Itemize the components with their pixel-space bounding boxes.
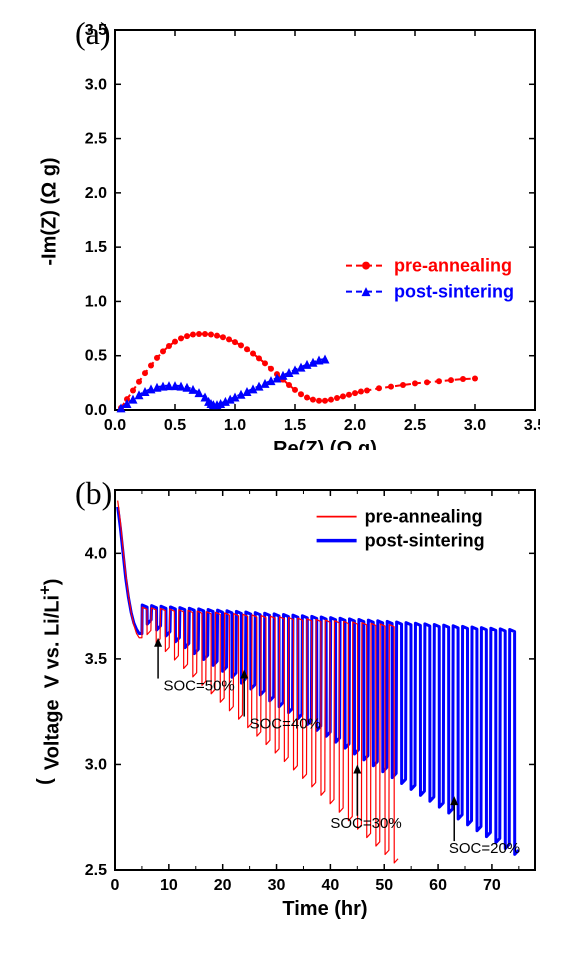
svg-text:pre-annealing: pre-annealing (394, 256, 512, 276)
svg-text:0: 0 (111, 877, 120, 894)
svg-text:SOC=40%: SOC=40% (250, 716, 321, 733)
svg-text:Re(Z) (Ω g): Re(Z) (Ω g) (273, 438, 377, 450)
svg-text:0.0: 0.0 (85, 402, 107, 419)
svg-text:pre-annealing: pre-annealing (365, 507, 483, 527)
svg-text:0.5: 0.5 (164, 417, 186, 434)
svg-text:20: 20 (214, 877, 232, 894)
panel-a-label: (a) (75, 15, 111, 52)
svg-text:3.5: 3.5 (85, 651, 107, 668)
ylabel-text: Voltage V vs. Li/Li (41, 595, 63, 770)
svg-text:4.0: 4.0 (85, 545, 107, 562)
ylabel-paren: ) (41, 579, 63, 586)
panel-a-ylabel: -Im(Z) (Ω g) (39, 112, 62, 312)
svg-text:3.5: 3.5 (524, 417, 540, 434)
panel-b-ylabel-paren-open: ( (34, 778, 57, 785)
svg-text:post-sintering: post-sintering (394, 282, 514, 302)
svg-text:1.5: 1.5 (85, 239, 107, 256)
figure-container: (a) -Im(Z) (Ω g) 0.0 0.5 1.0 1.5 2.0 2.5 3.0 3.… (0, 0, 569, 970)
svg-text:50: 50 (375, 877, 393, 894)
svg-text:3.0: 3.0 (85, 76, 107, 93)
svg-text:post-sintering: post-sintering (365, 531, 485, 551)
svg-text:3.0: 3.0 (464, 417, 486, 434)
panel-b-ylabel: Voltage V vs. Li/Li+) (36, 554, 65, 794)
panel-a-svg: 0.0 0.5 1.0 1.5 2.0 2.5 3.0 3.5 0.0 0.5 1.0 1.5 2.0 2… (60, 20, 540, 450)
svg-text:SOC=20%: SOC=20% (449, 840, 520, 857)
svg-text:70: 70 (483, 877, 501, 894)
ylabel-super: + (36, 585, 55, 595)
svg-text:Time (hr): Time (hr) (282, 898, 367, 920)
svg-text:0.0: 0.0 (104, 417, 126, 434)
svg-text:1.5: 1.5 (284, 417, 306, 434)
svg-text:40: 40 (321, 877, 339, 894)
panel-b-svg: 0 10 20 30 40 50 60 70 2.5 3.0 3.5 4.0 Time (hr) SOC=… (60, 480, 540, 920)
svg-text:SOC=50%: SOC=50% (163, 678, 234, 695)
svg-text:1.0: 1.0 (224, 417, 246, 434)
svg-text:60: 60 (429, 877, 447, 894)
svg-text:2.0: 2.0 (85, 185, 107, 202)
svg-text:2.5: 2.5 (85, 131, 107, 148)
svg-text:2.5: 2.5 (404, 417, 426, 434)
panel-a-wrap: (a) -Im(Z) (Ω g) 0.00.51.01.52.02.53.03.… (60, 20, 549, 450)
panel-b-label: (b) (75, 475, 112, 512)
panel-b-wrap: (b) Voltage V vs. Li/Li+) ( 010203040506… (60, 480, 549, 920)
svg-text:30: 30 (268, 877, 286, 894)
svg-text:2.5: 2.5 (85, 862, 107, 879)
svg-text:1.0: 1.0 (85, 293, 107, 310)
svg-text:10: 10 (160, 877, 178, 894)
svg-text:0.5: 0.5 (85, 348, 107, 365)
svg-text:SOC=30%: SOC=30% (330, 815, 401, 832)
svg-text:2.0: 2.0 (344, 417, 366, 434)
svg-text:3.0: 3.0 (85, 756, 107, 773)
